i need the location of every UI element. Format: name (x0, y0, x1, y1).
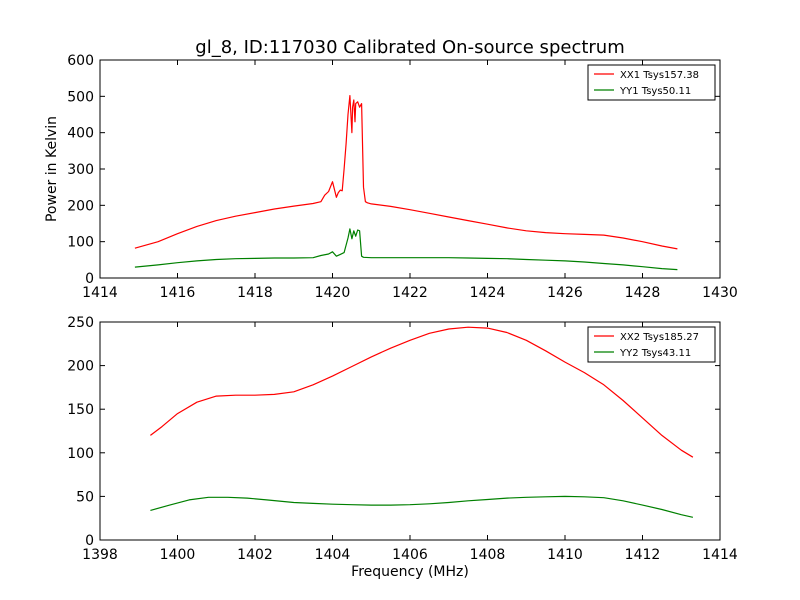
bottom-ytick-label-4: 200 (67, 359, 94, 375)
top-ytick-label-3: 300 (67, 162, 94, 178)
top-ytick-label-1: 100 (67, 235, 94, 251)
top-spectrum-chart: gl_8, ID:117030 Calibrated On-source spe… (44, 37, 738, 301)
bottom-xtick-label-6: 1410 (547, 547, 583, 563)
bottom-xtick-label-4: 1406 (392, 547, 428, 563)
top-legend: XX1 Tsys157.38 YY1 Tsys50.11 (587, 64, 716, 101)
top-legend-label-yy1: YY1 Tsys50.11 (619, 86, 691, 97)
top-series-line-0 (134, 94, 678, 250)
top-ytick-label-4: 400 (67, 126, 94, 142)
bottom-legend-label-yy2: YY2 Tsys43.11 (619, 348, 691, 359)
bottom-legend-box (587, 326, 716, 363)
bottom-xtick-label-5: 1408 (470, 547, 506, 563)
top-y-axis-label: Power in Kelvin (44, 116, 60, 222)
top-ytick-label-5: 500 (67, 89, 94, 105)
bottom-series-line-1 (150, 495, 694, 518)
top-xtick-label-6: 1426 (547, 285, 583, 301)
bottom-xtick-label-7: 1412 (625, 547, 661, 563)
bottom-legend: XX2 Tsys185.27 YY2 Tsys43.11 (587, 326, 716, 363)
bottom-xtick-label-3: 1404 (315, 547, 351, 563)
top-series-layer (134, 94, 678, 271)
top-ytick-label-0: 0 (85, 271, 94, 287)
top-xtick-label-2: 1418 (237, 285, 273, 301)
top-xtick-label-5: 1424 (470, 285, 506, 301)
bottom-xtick-label-8: 1414 (702, 547, 738, 563)
top-xtick-label-7: 1428 (625, 285, 661, 301)
bottom-ytick-label-1: 50 (76, 489, 94, 505)
bottom-series-line-0 (150, 326, 694, 458)
bottom-ytick-label-2: 100 (67, 446, 94, 462)
bottom-ytick-label-0: 0 (85, 533, 94, 549)
bottom-spectrum-chart: Frequency (MHz) 1398 1400 1402 1404 1406 1408… (67, 315, 738, 580)
bottom-series-layer (150, 326, 694, 518)
top-xtick-label-1: 1416 (160, 285, 196, 301)
top-ytick-label-6: 600 (67, 53, 94, 69)
bottom-ticks-layer: 1398 1400 1402 1404 1406 1408 1410 1412 1414 0 50 1… (67, 315, 738, 563)
bottom-ytick-label-3: 150 (67, 402, 94, 418)
top-chart-title: gl_8, ID:117030 Calibrated On-source spe… (195, 37, 624, 58)
top-xtick-label-4: 1422 (392, 285, 428, 301)
bottom-x-axis-label: Frequency (MHz) (351, 564, 469, 580)
bottom-xtick-label-2: 1402 (237, 547, 273, 563)
top-ticks-layer: 1414 1416 1418 1420 1422 1424 1426 1428 1430 0 100… (67, 53, 738, 301)
top-legend-label-xx1: XX1 Tsys157.38 (620, 70, 699, 81)
bottom-xtick-label-0: 1398 (82, 547, 118, 563)
top-xtick-label-8: 1430 (702, 285, 738, 301)
top-ytick-label-2: 200 (67, 198, 94, 214)
top-xtick-label-0: 1414 (82, 285, 118, 301)
top-legend-box (587, 64, 716, 101)
bottom-legend-label-xx2: XX2 Tsys185.27 (620, 332, 699, 343)
top-xtick-label-3: 1420 (315, 285, 351, 301)
bottom-ytick-label-5: 250 (67, 315, 94, 331)
top-series-line-1 (134, 228, 678, 271)
bottom-xtick-label-1: 1400 (160, 547, 196, 563)
